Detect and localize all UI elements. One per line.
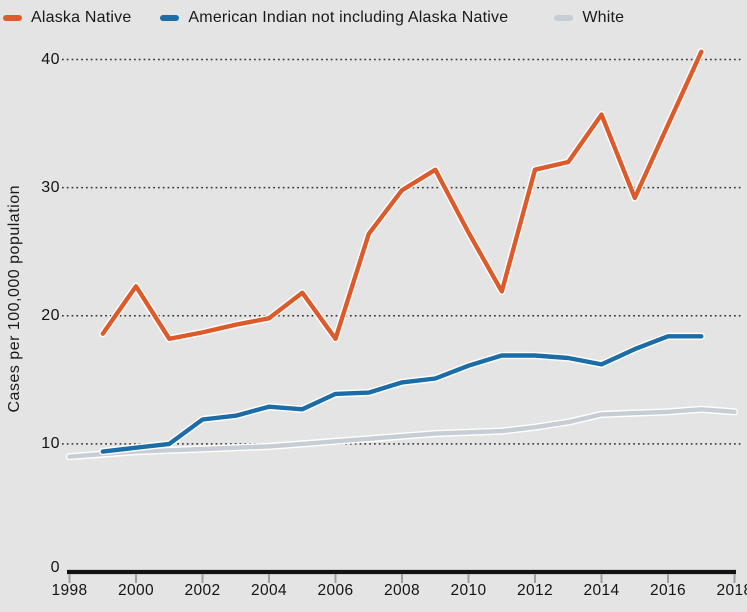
legend-item-american-indian-not-including-alaska-native: American Indian not including Alaska Nat… [160, 9, 508, 27]
legend-item-alaska-native: Alaska Native [3, 9, 131, 27]
x-tick-label-2010: 2010 [450, 582, 487, 599]
series-line-white [67, 407, 737, 459]
series-line-american-indian-not-including-alaska-native [100, 334, 704, 454]
y-tick-label-0: 0 [50, 559, 60, 576]
legend-item-white: White [554, 9, 624, 27]
series-line-alaska-native [100, 49, 704, 341]
series-casing-alaska-native [99, 48, 705, 343]
legend-label: American Indian not including Alaska Nat… [188, 9, 509, 26]
x-tick-label-2004: 2004 [250, 582, 288, 599]
legend-swatch-american-indian-not-including-alaska-native [160, 15, 180, 21]
x-tick-label-2014: 2014 [583, 582, 620, 599]
legend-label: Alaska Native [31, 9, 132, 26]
legend-swatch-alaska-native [3, 15, 22, 21]
x-tick-label-2008: 2008 [383, 582, 421, 599]
y-tick-label-40: 40 [41, 50, 60, 68]
x-tick-label-2002: 2002 [184, 582, 221, 599]
y-tick-label-30: 30 [41, 178, 60, 196]
x-tick-label-2006: 2006 [317, 582, 354, 599]
legend-label: White [582, 9, 625, 26]
x-tick-label-2000: 2000 [117, 582, 155, 599]
x-tick-label-2018: 2018 [716, 582, 747, 599]
legend: Alaska Native American Indian not includi… [3, 9, 624, 27]
y-tick-label-10: 10 [41, 434, 60, 452]
x-tick-label-1998: 1998 [51, 582, 88, 599]
x-tick-label-2012: 2012 [516, 582, 554, 599]
y-axis-title: Cases per 100,000 population [6, 184, 23, 413]
y-axis-title-wrap: Cases per 100,000 population [4, 0, 26, 597]
y-tick-label-20: 20 [41, 306, 60, 324]
x-tick-label-2016: 2016 [649, 582, 687, 599]
legend-swatch-white [554, 15, 574, 21]
